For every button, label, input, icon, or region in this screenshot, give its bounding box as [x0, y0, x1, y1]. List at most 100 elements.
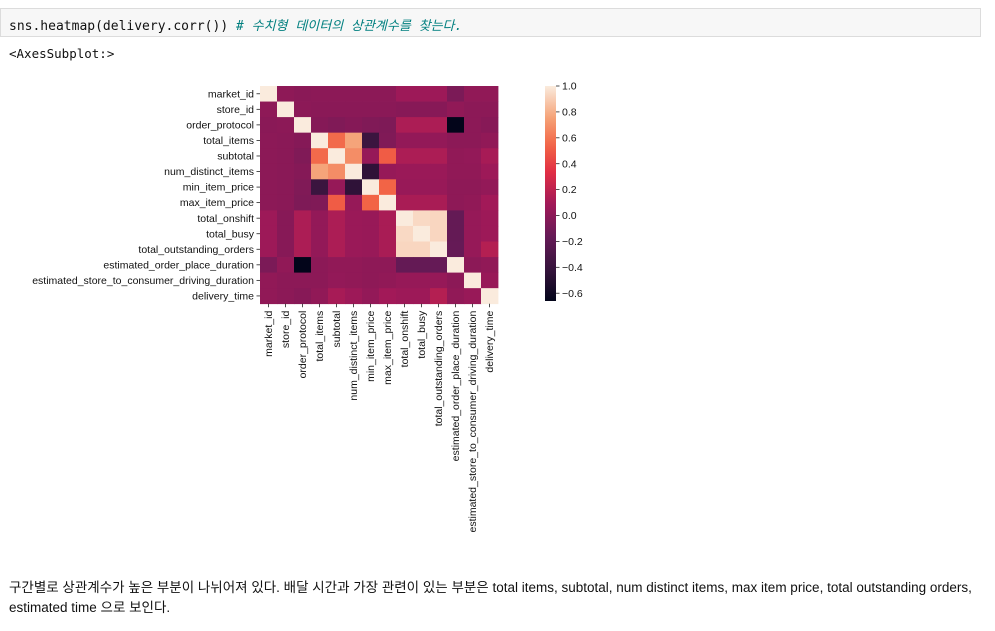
heatmap-cell	[328, 194, 346, 211]
heatmap-cell	[396, 86, 414, 102]
x-tick-label: min_item_price	[365, 311, 377, 382]
heatmap-cell	[362, 194, 380, 211]
heatmap-cell	[464, 241, 482, 258]
heatmap-cell	[413, 257, 431, 273]
heatmap-cell	[294, 132, 312, 149]
heatmap-cell	[362, 288, 380, 305]
heatmap-cell	[430, 210, 448, 227]
heatmap-cell	[311, 257, 329, 273]
heatmap-cell	[260, 288, 278, 305]
heatmap-cell	[328, 148, 346, 165]
x-tick-label: total_onshift	[399, 311, 411, 368]
heatmap-cell	[447, 210, 465, 227]
heatmap-cell	[277, 272, 295, 289]
y-tick-label: estimated_store_to_consumer_driving_dura…	[32, 275, 254, 287]
y-tick-label: store_id	[217, 104, 255, 116]
heatmap-cell	[396, 148, 414, 165]
heatmap-cell	[413, 179, 431, 196]
heatmap-cell	[311, 132, 329, 149]
heatmap-cell	[447, 288, 465, 305]
heatmap-cell	[345, 163, 363, 180]
x-tick-label: estimated_store_to_consumer_driving_dura…	[467, 311, 479, 533]
heatmap-cell	[362, 272, 380, 289]
x-tick-label: delivery_time	[484, 311, 496, 373]
heatmap-cell	[379, 117, 397, 134]
heatmap-cell	[481, 148, 499, 165]
heatmap-cell	[379, 179, 397, 196]
heatmap-cell	[413, 225, 431, 242]
heatmap-cell	[260, 179, 278, 196]
heatmap-cell	[430, 225, 448, 242]
heatmap-cell	[328, 241, 346, 258]
heatmap-cell	[294, 194, 312, 211]
heatmap-cell	[345, 148, 363, 165]
heatmap-cell	[277, 194, 295, 211]
x-tick-label: max_item_price	[382, 311, 394, 385]
heatmap-cell	[294, 210, 312, 227]
heatmap-cell	[464, 101, 482, 118]
heatmap-cell	[481, 86, 499, 102]
heatmap-cell	[345, 132, 363, 149]
y-tick-label: market_id	[208, 88, 254, 100]
heatmap-cell	[345, 101, 363, 118]
heatmap-cell	[430, 148, 448, 165]
heatmap-cell	[447, 241, 465, 258]
y-tick-label: subtotal	[217, 151, 254, 163]
y-tick-label: delivery_time	[192, 291, 254, 303]
colorbar-tick-label: 0.6	[562, 132, 577, 144]
code-cell[interactable]: sns.heatmap(delivery.corr()) # 수치형 데이터의 …	[0, 8, 981, 37]
heatmap-cell	[345, 194, 363, 211]
colorbar-tick-label: −0.4	[562, 262, 583, 274]
heatmap-cell	[464, 194, 482, 211]
heatmap-cell	[379, 241, 397, 258]
heatmap-cell	[362, 163, 380, 180]
heatmap-cell	[328, 225, 346, 242]
heatmap-cell	[447, 272, 465, 289]
colorbar	[545, 86, 556, 301]
heatmap-cell	[345, 225, 363, 242]
heatmap-cell	[345, 257, 363, 273]
heatmap-cell	[379, 101, 397, 118]
heatmap-cell	[277, 225, 295, 242]
colorbar-tick-label: 0.0	[562, 210, 577, 222]
heatmap-cell	[413, 86, 431, 102]
heatmap-cell	[464, 272, 482, 289]
heatmap-cell	[294, 163, 312, 180]
heatmap-cell	[464, 288, 482, 305]
heatmap-cell	[277, 179, 295, 196]
heatmap-cell	[260, 272, 278, 289]
y-tick-label: total_busy	[206, 228, 255, 240]
x-tick-label: subtotal	[331, 311, 343, 348]
heatmap-cell	[328, 132, 346, 149]
heatmap-cell	[362, 241, 380, 258]
code-text: sns.heatmap(delivery.corr())	[9, 19, 229, 34]
heatmap-cell	[345, 179, 363, 196]
heatmap-cell	[396, 117, 414, 134]
heatmap-cell	[396, 272, 414, 289]
heatmap-cell	[481, 132, 499, 149]
heatmap-cell	[413, 163, 431, 180]
heatmap-cell	[311, 288, 329, 305]
heatmap-cell	[311, 241, 329, 258]
heatmap-cell	[277, 101, 295, 118]
heatmap-cell	[328, 288, 346, 305]
heatmap-cell	[379, 225, 397, 242]
heatmap-cell	[396, 194, 414, 211]
heatmap-cell	[464, 132, 482, 149]
heatmap-cell	[260, 225, 278, 242]
heatmap-cell	[379, 163, 397, 180]
heatmap-cell	[294, 179, 312, 196]
heatmap-cell	[447, 257, 465, 273]
x-tick-label: total_busy	[416, 310, 428, 359]
heatmap-cell	[430, 288, 448, 305]
code-line[interactable]: sns.heatmap(delivery.corr()) # 수치형 데이터의 …	[9, 15, 462, 34]
heatmap-cell	[396, 288, 414, 305]
heatmap-cell	[311, 194, 329, 211]
heatmap-cell	[362, 225, 380, 242]
heatmap-cell	[311, 272, 329, 289]
heatmap-cell	[328, 210, 346, 227]
heatmap-cell	[464, 225, 482, 242]
heatmap-cell	[413, 241, 431, 258]
colorbar-tick-label: 0.4	[562, 158, 577, 170]
heatmap-cell	[311, 117, 329, 134]
